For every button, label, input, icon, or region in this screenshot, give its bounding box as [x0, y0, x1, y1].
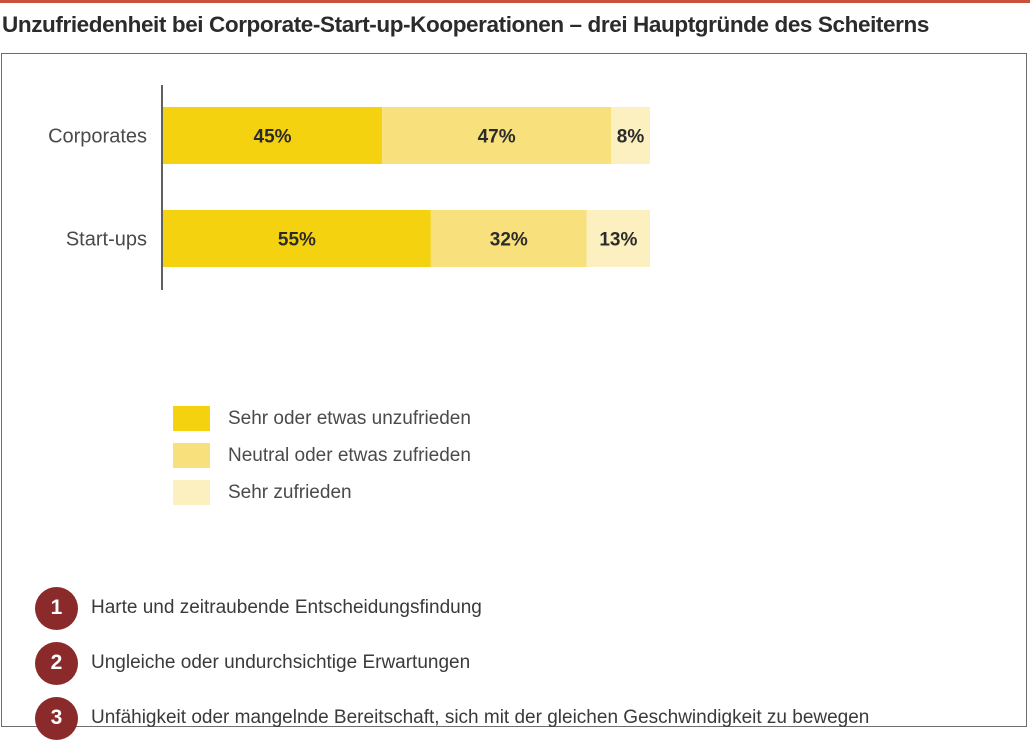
legend-swatch	[173, 443, 210, 468]
reason-text: Ungleiche oder undurchsichtige Erwartung…	[91, 652, 471, 673]
list-item: 2 Ungleiche oder undurchsichtige Erwartu…	[35, 636, 869, 690]
data-label: 55%	[278, 230, 316, 251]
legend-item: Sehr oder etwas unzufrieden	[173, 400, 471, 437]
data-label: 47%	[478, 127, 516, 148]
category-label: Corporates	[48, 126, 147, 148]
bar-segment	[163, 210, 431, 267]
data-label: 32%	[490, 230, 528, 251]
category-label: Start-ups	[66, 229, 147, 251]
data-label: 8%	[617, 127, 645, 148]
legend-label: Neutral oder etwas zufrieden	[228, 444, 471, 466]
legend-label: Sehr zufrieden	[228, 481, 352, 503]
legend-label: Sehr oder etwas unzufrieden	[228, 407, 471, 429]
chart-frame: Corporates 45% 47% 8% Start-ups 55% 32% 13% Seh…	[1, 53, 1027, 740]
data-label: 45%	[254, 127, 292, 148]
reason-text: Unfähigkeit oder mangelnde Bereitschaft,…	[91, 707, 870, 728]
reason-text: Harte und zeitraubende Entscheidungsfind…	[91, 597, 482, 618]
data-label: 13%	[599, 230, 637, 251]
number-badge: 1	[35, 586, 78, 630]
bar-segment	[586, 210, 650, 267]
bar-segment	[611, 107, 650, 164]
list-item: 1 Harte und zeitraubende Entscheidungsfi…	[35, 581, 869, 635]
legend-swatch	[173, 406, 210, 431]
top-rule	[0, 0, 1030, 3]
bar-segment	[430, 210, 587, 267]
page-title: Unzufriedenheit bei Corporate-Start-up-K…	[2, 12, 929, 37]
legend-item: Neutral oder etwas zufrieden	[173, 437, 471, 474]
bar-segment	[163, 107, 383, 164]
number-badge: 2	[35, 641, 78, 685]
number-badge: 3	[35, 696, 78, 740]
legend-item: Sehr zufrieden	[173, 474, 471, 511]
legend: Sehr oder etwas unzufrieden Neutral oder…	[173, 400, 471, 511]
list-item: 3 Unfähigkeit oder mangelnde Bereitschaf…	[35, 691, 869, 745]
reasons-list: 1 Harte und zeitraubende Entscheidungsfi…	[35, 581, 869, 746]
legend-swatch	[173, 480, 210, 505]
stacked-bar-chart: Corporates 45% 47% 8% Start-ups 55% 32% 13%	[48, 85, 650, 290]
bar-segment	[382, 107, 612, 164]
